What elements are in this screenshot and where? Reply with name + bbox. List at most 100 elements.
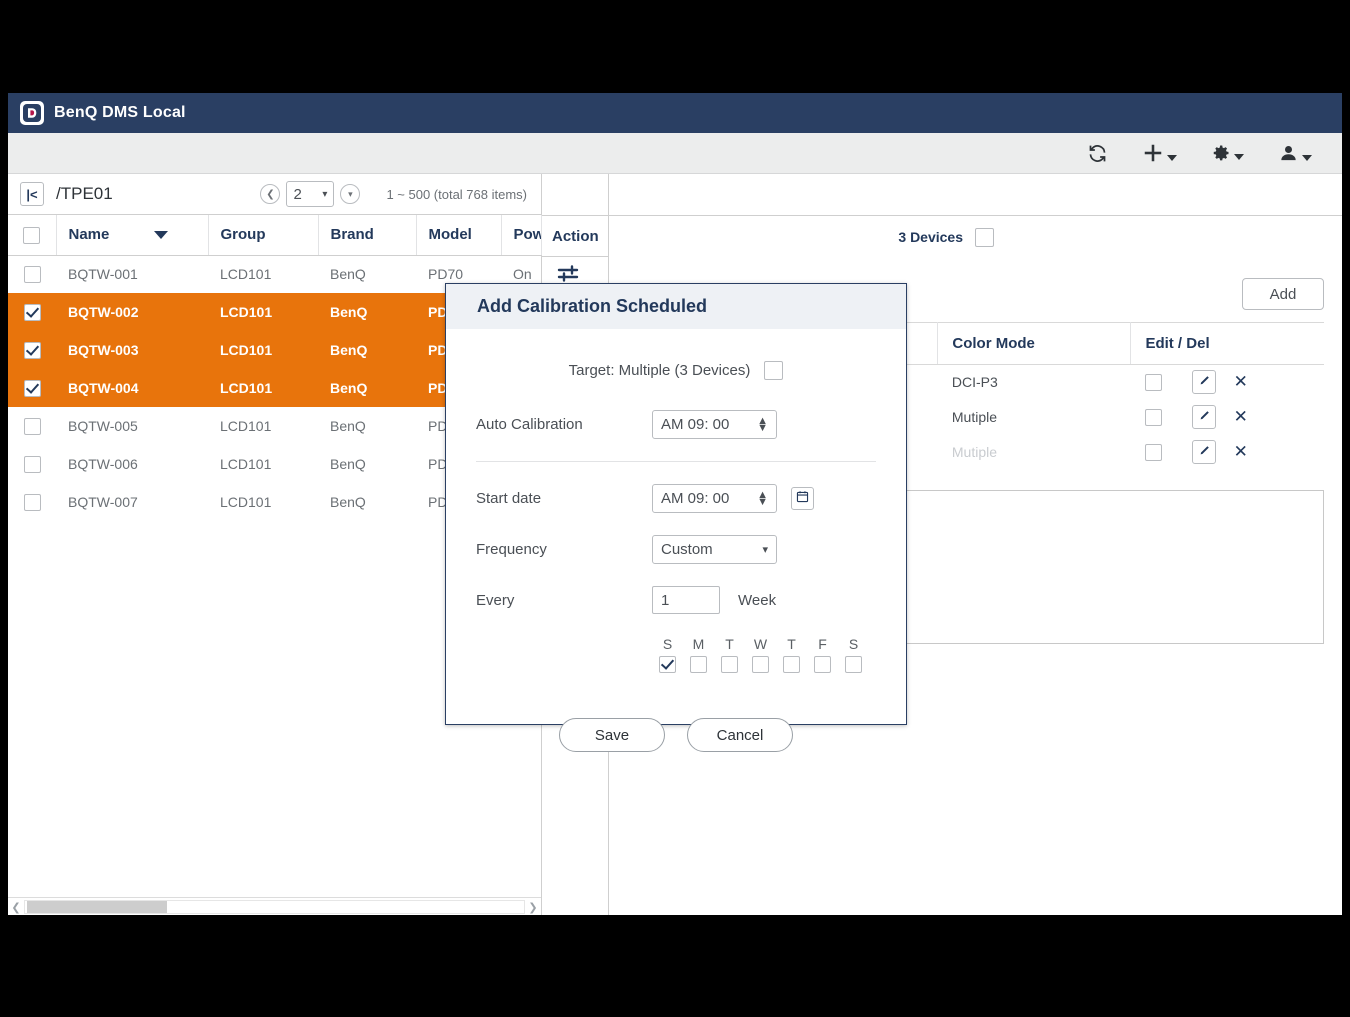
row-select-checkbox[interactable]	[1144, 443, 1162, 461]
delete-button[interactable]: ✕	[1230, 441, 1252, 463]
add-button-row: Add	[609, 278, 1342, 310]
scroll-right-icon[interactable]: ❯	[528, 901, 538, 914]
start-date-input[interactable]: AM 09: 00 ▲ ▼	[652, 484, 777, 513]
table-row[interactable]: BQTW-005 LCD101 BenQ PD7	[8, 407, 541, 445]
weekday-picker: S M T W T F S	[652, 636, 876, 678]
devices-count-checkbox[interactable]	[975, 227, 994, 247]
every-label: Every	[476, 591, 515, 609]
settings-menu-button[interactable]	[1211, 143, 1244, 163]
row-checkbox[interactable]	[23, 379, 41, 397]
row-action-cell[interactable]	[542, 257, 608, 295]
frequency-value: Custom	[661, 541, 713, 558]
add-button[interactable]: Add	[1242, 278, 1324, 310]
next-page-button[interactable]: ▾	[340, 184, 361, 204]
item-range-label: 1 ~ 500 (total 768 items)	[386, 186, 527, 202]
weekday-checkbox[interactable]	[721, 656, 738, 673]
refresh-icon	[1087, 143, 1108, 164]
cell-edit-del: ✕	[1131, 400, 1324, 435]
target-checkbox[interactable]	[764, 361, 784, 380]
prev-page-button[interactable]: ❮	[260, 184, 281, 204]
row-select-checkbox[interactable]	[1144, 408, 1162, 426]
first-page-icon: |<	[26, 186, 38, 202]
row-checkbox[interactable]	[23, 303, 41, 321]
weekday-fri: F	[807, 636, 838, 678]
column-action: Action	[542, 216, 608, 257]
first-page-button[interactable]: |<	[20, 182, 44, 206]
column-power[interactable]: Pow	[501, 215, 542, 256]
calendar-button[interactable]	[791, 487, 814, 510]
edit-button[interactable]	[1191, 440, 1216, 464]
frequency-label: Frequency	[476, 541, 547, 558]
cell-group: LCD101	[220, 380, 273, 396]
row-checkbox[interactable]	[23, 417, 41, 435]
devices-count-label: 3 Devices	[898, 229, 963, 245]
add-menu-button[interactable]	[1142, 142, 1177, 164]
row-checkbox[interactable]	[23, 341, 41, 359]
weekday-sat: S	[838, 636, 869, 678]
edit-button[interactable]	[1191, 405, 1216, 429]
table-row[interactable]: BQTW-006 LCD101 BenQ PD7	[8, 445, 541, 483]
select-all-header	[8, 215, 57, 256]
cancel-button[interactable]: Cancel	[687, 718, 793, 752]
column-name[interactable]: Name	[56, 215, 209, 256]
sliders-icon[interactable]	[556, 264, 580, 289]
auto-calibration-time-input[interactable]: AM 09: 00 ▲ ▼	[652, 410, 777, 439]
refresh-button[interactable]	[1087, 143, 1108, 164]
pencil-icon	[1198, 444, 1210, 460]
column-edit-del: Edit / Del	[1130, 322, 1324, 365]
cell-brand: BenQ	[330, 304, 368, 320]
save-button[interactable]: Save	[559, 718, 665, 752]
weekday-checkbox[interactable]	[752, 656, 769, 673]
row-checkbox[interactable]	[23, 455, 41, 473]
cell-group: LCD101	[220, 304, 273, 320]
close-x-icon: ✕	[1233, 372, 1248, 392]
every-input[interactable]: 1	[652, 586, 720, 614]
benq-d-logo-icon	[20, 101, 44, 125]
weekday-label: M	[692, 636, 705, 652]
table-row[interactable]: BQTW-007 LCD101 BenQ PD7	[8, 483, 541, 521]
close-x-icon: ✕	[1233, 407, 1248, 426]
weekday-tue: T	[714, 636, 745, 678]
frequency-select[interactable]: Custom ▾	[652, 535, 777, 564]
row-checkbox[interactable]	[23, 493, 41, 511]
toolbar	[8, 133, 1342, 174]
weekday-checkbox[interactable]	[690, 656, 707, 673]
sort-desc-icon[interactable]	[153, 231, 168, 240]
cell-brand: BenQ	[330, 266, 366, 283]
page-select[interactable]: 2 ▾	[286, 181, 335, 207]
scroll-left-icon[interactable]: ❮	[11, 901, 21, 914]
cell-brand: BenQ	[330, 380, 368, 396]
edit-button[interactable]	[1191, 370, 1216, 395]
user-menu-button[interactable]	[1278, 143, 1312, 164]
app-window: BenQ DMS Local	[8, 93, 1342, 915]
cell-name: BQTW-003	[68, 342, 139, 358]
row-checkbox-cell	[8, 331, 56, 369]
column-color-mode: Color Mode	[937, 322, 1132, 365]
row-select-checkbox[interactable]	[1144, 373, 1162, 391]
delete-button[interactable]: ✕	[1230, 371, 1252, 393]
dialog-header: Add Calibration Scheduled	[446, 284, 906, 329]
weekday-checkbox[interactable]	[659, 656, 676, 673]
spinner-arrows-icon[interactable]: ▲ ▼	[757, 488, 768, 508]
pager: ❮ 2 ▾ ▾ 1 ~ 500 (total 768 items)	[260, 181, 541, 207]
table-row[interactable]: BQTW-001 LCD101 BenQ PD70 On	[8, 255, 541, 293]
cell-color-mode: Mutiple	[951, 409, 998, 425]
weekday-label: W	[753, 636, 768, 652]
delete-button[interactable]: ✕	[1230, 406, 1252, 428]
select-all-checkbox[interactable]	[23, 226, 41, 244]
chevron-down-icon: ▾	[322, 188, 328, 200]
calendar-icon	[796, 490, 809, 508]
weekday-checkbox[interactable]	[845, 656, 862, 673]
row-checkbox[interactable]	[23, 266, 41, 284]
column-brand[interactable]: Brand	[318, 215, 417, 256]
cell-brand: BenQ	[330, 456, 366, 472]
weekday-checkbox[interactable]	[814, 656, 831, 673]
scroll-thumb[interactable]	[27, 901, 167, 913]
column-model[interactable]: Model	[416, 215, 502, 256]
column-group[interactable]: Group	[208, 215, 319, 256]
spinner-arrows-icon[interactable]: ▲ ▼	[757, 414, 768, 434]
horizontal-scrollbar[interactable]: ❮ ❯	[8, 897, 541, 915]
scroll-track[interactable]	[24, 900, 525, 914]
cell-name: BQTW-007	[68, 494, 138, 510]
weekday-checkbox[interactable]	[783, 656, 800, 673]
